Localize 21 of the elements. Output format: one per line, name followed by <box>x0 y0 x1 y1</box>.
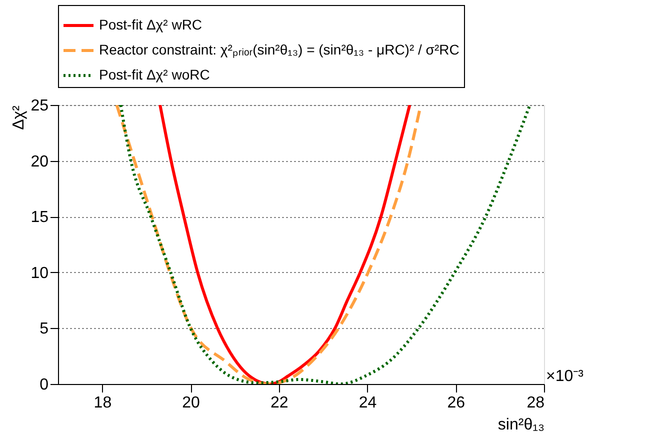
y-axis-title: Δχ² <box>10 104 28 130</box>
legend-label: Post-fit Δχ² wRC <box>99 16 202 32</box>
x-tick-label: 20 <box>182 394 200 412</box>
x-tick-label: 26 <box>447 394 466 412</box>
y-tick-label: 10 <box>30 264 49 282</box>
x-tick-label: 22 <box>270 394 288 412</box>
x-tick-label: 28 <box>526 394 545 412</box>
x-axis-title: sin²θ₁₃ <box>498 416 544 434</box>
line-series <box>119 105 532 384</box>
y-tick-label: 5 <box>40 320 49 338</box>
y-tick-label: 0 <box>40 376 49 394</box>
y-tick-label: 25 <box>30 98 49 114</box>
text: ×10⁻³ <box>546 368 584 385</box>
y-tick-label: 20 <box>30 153 49 170</box>
legend-label: Reactor constraint: χ²ₚᵣᵢₒᵣ(sin²θ₁₃) = (sin²θ₁₃ - μRC)² / σ²RC <box>99 42 460 58</box>
x-tick-label: 18 <box>94 394 112 412</box>
line-series <box>115 105 422 384</box>
line-series <box>158 105 412 384</box>
y-tick-label: 15 <box>30 209 49 226</box>
legend-label: Post-fit Δχ² woRC <box>99 66 210 82</box>
x-tick-label: 24 <box>358 394 377 412</box>
